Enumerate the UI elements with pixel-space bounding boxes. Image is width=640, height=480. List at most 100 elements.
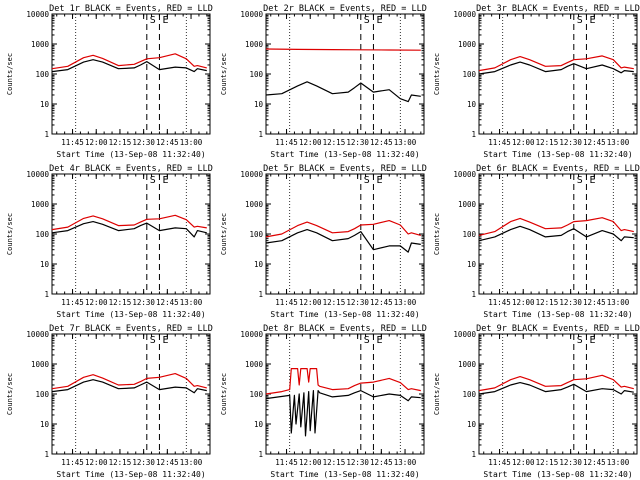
- events-series-line: [478, 61, 634, 75]
- event-marker-label: E: [376, 175, 382, 186]
- x-tick-label: 12:45: [156, 298, 179, 307]
- x-tick-label: 11:45: [488, 458, 511, 467]
- y-tick-label: 1000: [458, 360, 477, 369]
- panel-title: Det 6r BLACK = Events, RED = LLD: [476, 164, 640, 174]
- x-axis-label: Start Time (13-Sep-08 11:32:40): [56, 310, 205, 319]
- y-tick-label: 1: [44, 290, 49, 299]
- events-series-line: [265, 81, 421, 103]
- lld-series-line: [265, 220, 421, 238]
- y-tick-label: 100: [35, 390, 49, 399]
- panel-title: Det 1r BLACK = Events, RED = LLD: [49, 4, 213, 14]
- event-marker-label: S: [364, 15, 370, 26]
- x-tick-label: 12:15: [323, 298, 346, 307]
- y-tick-label: 1: [44, 130, 49, 139]
- x-tick-label: 12:30: [559, 298, 582, 307]
- event-marker-label: E: [162, 15, 168, 26]
- y-tick-label: 1000: [458, 200, 477, 209]
- event-marker-label: S: [150, 175, 156, 186]
- x-axis-label: Start Time (13-Sep-08 11:32:40): [270, 470, 419, 479]
- panel-title: Det 2r BLACK = Events, RED = LLD: [263, 4, 427, 14]
- y-tick-label: 1: [258, 290, 263, 299]
- x-tick-label: 11:45: [275, 138, 298, 147]
- y-tick-label: 10: [467, 260, 477, 269]
- y-tick-label: 10: [467, 100, 477, 109]
- x-axis-label: Start Time (13-Sep-08 11:32:40): [270, 150, 419, 159]
- x-tick-label: 13:00: [394, 458, 417, 467]
- detector-panel-1: Det 1r BLACK = Events, RED = LLD Counts/s…: [6, 4, 213, 159]
- y-axis-label: Counts/sec: [6, 373, 14, 415]
- y-tick-label: 1: [471, 130, 476, 139]
- x-tick-label: 12:00: [512, 138, 535, 147]
- x-tick-label: 13:00: [607, 138, 630, 147]
- x-tick-label: 12:30: [346, 138, 369, 147]
- lld-series-line: [265, 368, 421, 395]
- x-tick-label: 11:45: [61, 298, 84, 307]
- x-tick-label: 12:00: [299, 298, 322, 307]
- y-tick-label: 1: [471, 290, 476, 299]
- y-tick-label: 10: [467, 420, 477, 429]
- event-marker-label: S: [577, 335, 583, 346]
- event-marker-label: S: [364, 175, 370, 186]
- x-tick-label: 12:30: [559, 138, 582, 147]
- x-axis-label: Start Time (13-Sep-08 11:32:40): [270, 310, 419, 319]
- events-series-line: [478, 225, 634, 242]
- x-tick-label: 12:00: [512, 458, 535, 467]
- x-tick-label: 12:15: [323, 458, 346, 467]
- y-tick-label: 1000: [31, 200, 50, 209]
- y-tick-label: 1000: [245, 360, 264, 369]
- y-tick-label: 10000: [240, 330, 263, 339]
- x-tick-label: 12:45: [370, 458, 393, 467]
- events-series-line: [51, 59, 207, 73]
- y-tick-label: 10: [254, 100, 264, 109]
- y-axis-label: Counts/sec: [6, 53, 14, 95]
- x-tick-label: 12:15: [536, 298, 559, 307]
- y-tick-label: 10: [40, 420, 50, 429]
- event-marker-label: E: [162, 335, 168, 346]
- x-axis-label: Start Time (13-Sep-08 11:32:40): [56, 150, 205, 159]
- y-tick-label: 1000: [245, 40, 264, 49]
- event-marker-label: E: [589, 15, 595, 26]
- event-marker-label: S: [577, 175, 583, 186]
- x-axis-label: Start Time (13-Sep-08 11:32:40): [483, 310, 632, 319]
- y-tick-label: 100: [462, 230, 476, 239]
- x-tick-label: 12:45: [583, 138, 606, 147]
- y-tick-label: 10: [40, 100, 50, 109]
- panel-title: Det 5r BLACK = Events, RED = LLD: [263, 164, 427, 174]
- detector-panel-4: Det 4r BLACK = Events, RED = LLD Counts/s…: [6, 164, 213, 319]
- x-tick-label: 12:45: [156, 458, 179, 467]
- x-axis-label: Start Time (13-Sep-08 11:32:40): [483, 150, 632, 159]
- x-tick-label: 12:45: [370, 298, 393, 307]
- x-tick-label: 12:45: [370, 138, 393, 147]
- y-tick-label: 1: [471, 450, 476, 459]
- x-tick-label: 12:15: [109, 298, 132, 307]
- x-tick-label: 13:00: [180, 138, 203, 147]
- detector-panel-9: Det 9r BLACK = Events, RED = LLD Counts/s…: [433, 324, 640, 479]
- event-marker-label: E: [376, 15, 382, 26]
- y-tick-label: 10000: [453, 330, 476, 339]
- x-axis-label: Start Time (13-Sep-08 11:32:40): [56, 470, 205, 479]
- lld-series-line: [478, 55, 634, 72]
- y-tick-label: 10000: [26, 170, 49, 179]
- y-tick-label: 10000: [240, 170, 263, 179]
- lld-series-line: [478, 217, 634, 236]
- y-tick-label: 10: [254, 420, 264, 429]
- y-tick-label: 1000: [31, 360, 50, 369]
- x-axis-label: Start Time (13-Sep-08 11:32:40): [483, 470, 632, 479]
- y-axis-label: Counts/sec: [220, 53, 228, 95]
- x-tick-label: 12:45: [583, 298, 606, 307]
- x-tick-label: 12:00: [512, 298, 535, 307]
- x-tick-label: 12:15: [109, 138, 132, 147]
- x-tick-label: 12:45: [583, 458, 606, 467]
- y-tick-label: 10000: [453, 10, 476, 19]
- y-tick-label: 100: [462, 70, 476, 79]
- x-tick-label: 11:45: [275, 458, 298, 467]
- y-axis-label: Counts/sec: [433, 53, 441, 95]
- lld-series-line: [478, 374, 634, 392]
- y-tick-label: 100: [249, 70, 263, 79]
- event-marker-label: S: [150, 335, 156, 346]
- events-series-line: [265, 229, 421, 253]
- event-marker-label: E: [589, 175, 595, 186]
- x-tick-label: 13:00: [394, 298, 417, 307]
- event-marker-label: E: [376, 335, 382, 346]
